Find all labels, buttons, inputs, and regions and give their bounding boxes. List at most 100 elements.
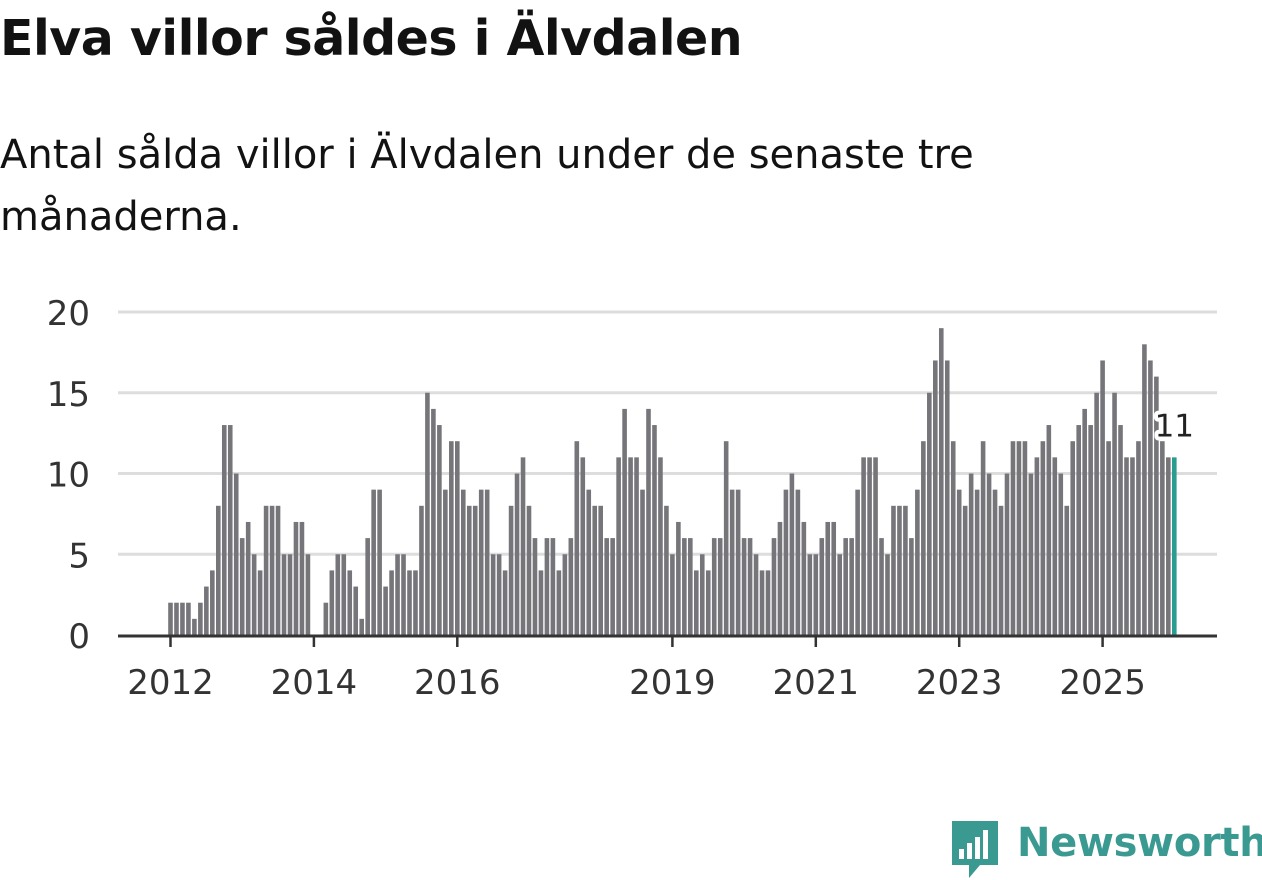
bar — [879, 538, 884, 635]
bar — [1112, 392, 1117, 635]
bar — [909, 538, 914, 635]
bar — [819, 538, 825, 635]
chart-subtitle: Antal sålda villor i Älvdalen under de s… — [0, 132, 974, 240]
bar — [538, 570, 544, 635]
bar — [933, 360, 938, 635]
x-tick-label: 2021 — [773, 663, 860, 703]
bar — [640, 489, 645, 635]
bar — [885, 554, 890, 635]
bar — [789, 473, 795, 635]
bar — [359, 618, 364, 635]
bar — [807, 554, 813, 635]
bar — [1142, 344, 1147, 635]
bar — [484, 489, 490, 635]
bar — [777, 521, 783, 635]
bar — [1064, 505, 1070, 635]
x-tick-label: 2012 — [127, 663, 214, 703]
y-tick-label: 15 — [47, 375, 90, 415]
bar — [443, 489, 448, 635]
bar — [371, 489, 376, 635]
bar — [580, 457, 586, 635]
bar — [514, 473, 520, 635]
x-axis-ticks: 2012 2014 2016 2019 2021 2023 2025 — [127, 635, 1146, 703]
bar — [186, 602, 191, 635]
bar — [694, 570, 699, 635]
y-axis-ticks: 0 5 10 15 20 — [47, 294, 90, 657]
bar — [1016, 441, 1022, 635]
bar — [377, 489, 382, 635]
bar — [425, 392, 430, 635]
x-tick-label: 2014 — [271, 663, 358, 703]
bar — [1100, 360, 1105, 635]
bar — [664, 505, 669, 635]
bar — [598, 505, 603, 635]
bar — [1076, 425, 1081, 635]
bar — [257, 570, 263, 635]
bar — [431, 408, 436, 635]
bar — [676, 521, 681, 635]
bar — [245, 521, 251, 635]
bar — [1034, 457, 1040, 635]
chart-title: Elva villor såldes i Älvdalen — [0, 10, 743, 67]
bar — [634, 457, 639, 635]
bar — [921, 441, 926, 635]
bar — [610, 538, 615, 635]
bar — [897, 505, 902, 635]
bar — [192, 618, 197, 635]
bar — [347, 570, 353, 635]
bar — [275, 505, 281, 635]
bar — [210, 570, 215, 635]
bar — [1154, 376, 1159, 635]
bar — [508, 505, 514, 635]
bar — [526, 505, 532, 635]
bar — [747, 538, 753, 635]
bar — [1094, 392, 1099, 635]
bar — [490, 554, 496, 635]
bar — [455, 441, 460, 635]
bar — [341, 554, 347, 635]
bar — [287, 554, 293, 635]
newsworthy-logo-icon — [952, 821, 998, 878]
bar — [174, 602, 179, 635]
y-tick-label: 10 — [47, 456, 90, 496]
bar — [544, 538, 550, 635]
bar — [383, 586, 388, 635]
bar — [992, 489, 998, 635]
bar — [198, 602, 203, 635]
bars — [168, 328, 1177, 635]
bar — [699, 554, 705, 635]
bar — [622, 408, 627, 635]
bar — [293, 521, 299, 635]
bar — [395, 554, 400, 635]
bar — [867, 457, 872, 635]
brand-name: Newsworthy — [1017, 820, 1262, 866]
bar — [574, 441, 580, 635]
bar — [837, 554, 842, 635]
bar — [520, 457, 526, 635]
bar — [861, 457, 866, 635]
bar — [741, 538, 747, 635]
bar — [233, 473, 239, 635]
bar — [449, 441, 454, 635]
bar — [562, 554, 568, 635]
bar — [801, 521, 807, 635]
bar — [168, 602, 173, 635]
bar — [1124, 457, 1129, 635]
bar — [604, 538, 609, 635]
bar — [1136, 441, 1141, 635]
bar — [437, 425, 442, 635]
bar — [771, 538, 777, 635]
bar — [974, 489, 980, 635]
bar — [460, 489, 466, 635]
bar — [550, 538, 556, 635]
bar — [753, 554, 759, 635]
x-tick-label: 2025 — [1059, 663, 1146, 703]
bar — [711, 538, 717, 635]
bar — [353, 586, 359, 635]
bar — [305, 554, 311, 635]
bar — [998, 505, 1004, 635]
bar — [407, 570, 412, 635]
bar — [903, 505, 908, 635]
bar — [968, 473, 974, 635]
